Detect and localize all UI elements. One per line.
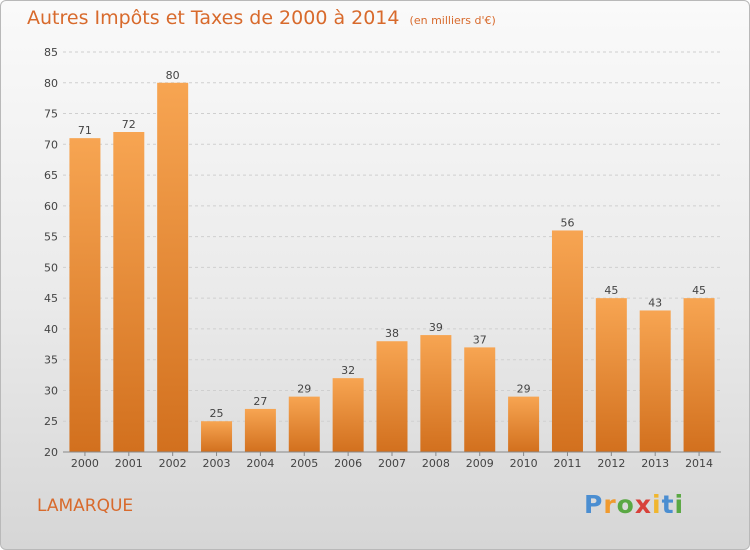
chart-title: Autres Impôts et Taxes de 2000 à 2014 (e… (27, 7, 496, 29)
chart-subtitle: (en milliers d'€) (409, 14, 496, 27)
bar-2001 (113, 132, 145, 452)
y-tick-label: 45 (44, 292, 58, 305)
y-tick-label: 50 (44, 261, 58, 274)
bar-2014 (683, 298, 715, 452)
y-tick-label: 75 (44, 108, 58, 121)
bar-2000 (69, 138, 101, 452)
logo-letter: x (634, 490, 652, 519)
value-label: 80 (166, 69, 180, 82)
x-tick-label: 2005 (290, 457, 318, 470)
bar-2010 (508, 396, 540, 452)
value-label: 29 (517, 383, 531, 396)
x-tick-label: 2007 (378, 457, 406, 470)
value-label: 43 (648, 296, 662, 309)
bar-2009 (464, 347, 496, 452)
value-labels: 71 72 80 25 27 29 32 38 39 37 29 56 45 43 45 (78, 69, 706, 420)
x-axis-ticks: 2000 2001 2002 2003 2004 2005 2006 2007 2008 2009… (71, 452, 713, 470)
bar-2005 (288, 396, 320, 452)
y-tick-label: 25 (44, 415, 58, 428)
y-tick-label: 40 (44, 323, 58, 336)
x-tick-label: 2000 (71, 457, 99, 470)
x-tick-label: 2004 (246, 457, 274, 470)
value-label: 45 (604, 284, 618, 297)
bar-2003 (201, 421, 233, 452)
logo-letter: i (674, 490, 685, 519)
value-label: 27 (253, 395, 267, 408)
bar-2006 (332, 378, 364, 452)
bar-2012 (595, 298, 627, 452)
y-axis-ticks: 20 25 30 35 40 45 50 55 60 65 70 75 80 85 (44, 46, 58, 459)
value-label: 71 (78, 124, 92, 137)
value-label: 37 (473, 333, 487, 346)
proxiti-logo: Proxiti (584, 490, 684, 519)
y-tick-label: 80 (44, 77, 58, 90)
y-tick-label: 20 (44, 446, 58, 459)
x-tick-label: 2006 (334, 457, 362, 470)
y-tick-label: 30 (44, 384, 58, 397)
chart-title-text: Autres Impôts et Taxes de 2000 à 2014 (27, 7, 400, 29)
x-tick-label: 2012 (597, 457, 625, 470)
value-label: 29 (297, 383, 311, 396)
value-label: 45 (692, 284, 706, 297)
value-label: 39 (429, 321, 443, 334)
value-label: 38 (385, 327, 399, 340)
x-tick-label: 2010 (510, 457, 538, 470)
x-tick-label: 2001 (115, 457, 143, 470)
x-tick-label: 2014 (685, 457, 713, 470)
x-tick-label: 2009 (466, 457, 494, 470)
bar-2007 (376, 341, 408, 452)
logo-letter: r (603, 490, 617, 519)
y-tick-label: 55 (44, 231, 58, 244)
x-tick-label: 2003 (203, 457, 231, 470)
y-tick-label: 35 (44, 354, 58, 367)
x-tick-label: 2008 (422, 457, 450, 470)
y-tick-label: 85 (44, 46, 58, 59)
logo-letter: t (661, 490, 675, 519)
x-tick-label: 2013 (641, 457, 669, 470)
bar-2011 (551, 230, 583, 452)
bar-2013 (639, 310, 671, 452)
x-tick-label: 2002 (159, 457, 187, 470)
logo-letter: P (584, 490, 604, 519)
value-label: 56 (560, 216, 574, 229)
y-tick-label: 70 (44, 138, 58, 151)
bar-2004 (244, 408, 276, 452)
value-label: 72 (122, 118, 136, 131)
bar-2008 (420, 335, 452, 452)
x-tick-label: 2011 (553, 457, 581, 470)
bars (69, 82, 715, 453)
y-tick-label: 65 (44, 169, 58, 182)
bar-2002 (157, 82, 189, 453)
value-label: 25 (210, 407, 224, 420)
y-tick-label: 60 (44, 200, 58, 213)
logo-letter: i (652, 490, 662, 519)
commune-name: LAMARQUE (37, 496, 134, 516)
logo-letter: o (616, 490, 635, 519)
value-label: 32 (341, 364, 355, 377)
